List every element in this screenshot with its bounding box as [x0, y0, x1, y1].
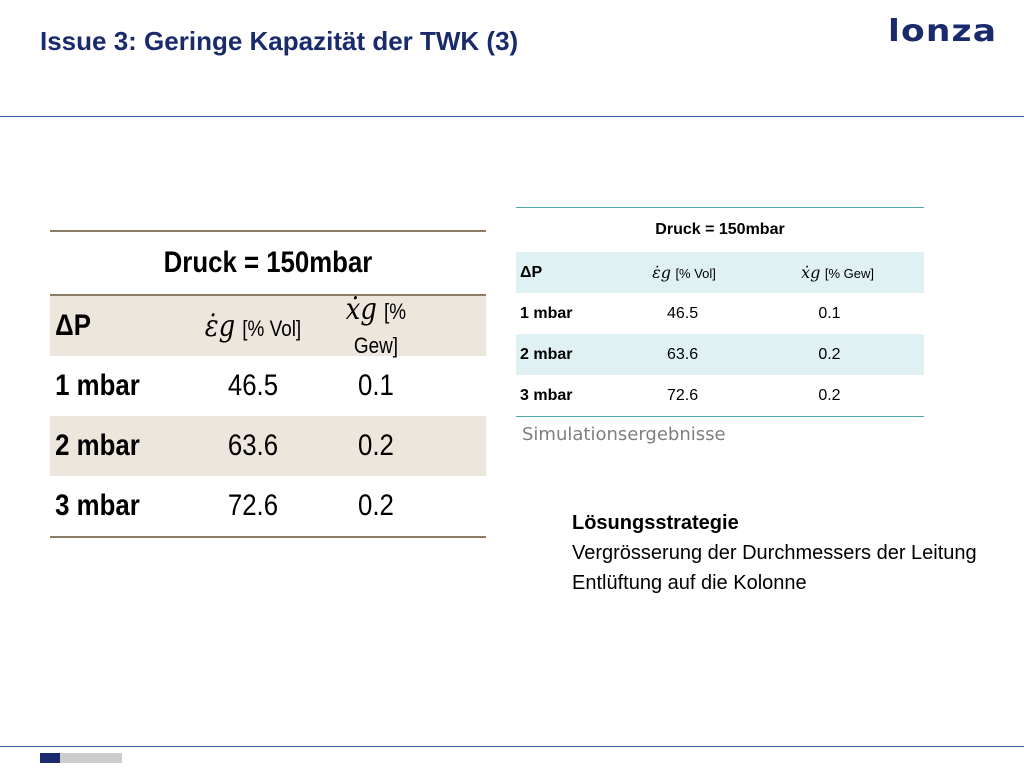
small-col-gew: ẋg [% Gew]: [801, 262, 874, 282]
header-divider: [0, 116, 1024, 117]
strategy-heading: Lösungsstrategie: [572, 512, 739, 534]
big-col-dp: ΔP: [55, 309, 91, 342]
table-row: 2 mbar 63.6 0.2: [50, 416, 487, 476]
big-results-table: Druck = 150mbar ΔP ε̇g [% Vol] ẋg [% Gew…: [50, 230, 487, 538]
table-row: 1 mbar 46.5 0.1: [55, 369, 394, 402]
table-row: 3 mbar 72.6 0.2: [55, 489, 394, 522]
table-row: 3 mbar 72.6 0.2: [520, 386, 841, 404]
table-caption: Simulationsergebnisse: [522, 424, 726, 445]
simulation-table: Druck = 150mbar ΔP ε̇g [% Vol] ẋg [% Gew…: [516, 207, 924, 417]
solution-strategy: Lösungsstrategie Vergrösserung der Durch…: [572, 508, 1012, 598]
small-table-title: Druck = 150mbar: [516, 208, 924, 252]
big-table-title: Druck = 150mbar: [50, 232, 487, 296]
small-eps-symbol: ε̇g: [652, 262, 671, 282]
table-row: 1 mbar 46.5 0.1: [520, 304, 841, 322]
small-table-header-row: ΔP ε̇g [% Vol] ẋg [% Gew]: [516, 252, 924, 293]
table-row: 2 mbar 63.6 0.2: [516, 334, 924, 375]
slide-title: Issue 3: Geringe Kapazität der TWK (3): [40, 26, 519, 56]
big-x-symbol: ẋg: [345, 291, 377, 327]
big-table-header-row: ΔP ε̇g [% Vol] ẋg [% Gew]: [50, 292, 487, 358]
big-col-vol: ε̇g [% Vol]: [204, 308, 302, 344]
small-x-symbol: ẋg: [801, 262, 821, 282]
strategy-line: Vergrösserung der Durchmessers der Leitu…: [572, 542, 977, 564]
footer-bar: [40, 753, 122, 763]
footer-accent: [40, 753, 60, 763]
big-eps-symbol: ε̇g: [204, 308, 236, 344]
footer-divider: [0, 746, 1024, 747]
small-col-dp: ΔP: [520, 263, 543, 281]
lonza-logo: Lonza: [888, 14, 998, 49]
small-col-vol: ε̇g [% Vol]: [652, 262, 716, 282]
strategy-line: Entlüftung auf die Kolonne: [572, 572, 807, 594]
big-col-gew: ẋg [% Gew]: [345, 291, 407, 358]
